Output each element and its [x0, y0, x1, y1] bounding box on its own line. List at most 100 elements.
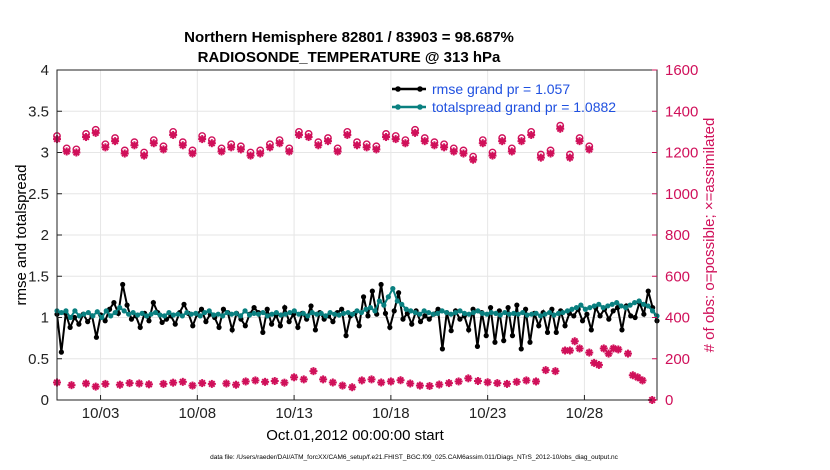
assimilated-obs-point	[348, 383, 357, 392]
spread-point	[555, 310, 562, 316]
legend-spread-marker	[395, 104, 401, 110]
assimilated-obs-point	[512, 377, 521, 386]
assimilated-obs-point-stroke	[488, 152, 496, 160]
assimilated-obs-point-stroke	[600, 344, 608, 352]
assimilated-obs-point	[546, 149, 555, 158]
y-tick-label-left: 3.5	[28, 103, 49, 120]
assimilated-obs-point-stroke	[416, 382, 424, 390]
assimilated-obs-point	[435, 380, 444, 389]
x-tick-label: 10/23	[469, 405, 507, 422]
spread-point	[103, 308, 109, 314]
assimilated-obs-point	[372, 145, 381, 154]
assimilated-obs-point	[406, 379, 415, 388]
spread-point	[502, 309, 508, 316]
assimilated-obs-point-stroke	[188, 382, 196, 390]
spread-point	[332, 311, 338, 317]
assimilated-obs-point	[551, 367, 560, 376]
x-tick-label: 10/03	[82, 405, 120, 422]
spread-point	[161, 313, 168, 319]
assimilated-obs-point	[115, 380, 124, 389]
assimilated-obs-point-stroke	[63, 147, 71, 155]
y-tick-label-left: 4	[41, 62, 49, 79]
rmse-point	[120, 281, 126, 288]
rmse-point	[76, 321, 82, 327]
assimilated-obs-point-stroke	[290, 373, 298, 381]
spread-point	[457, 308, 463, 314]
assimilated-obs-point	[377, 378, 386, 387]
spread-point	[237, 313, 244, 319]
assimilated-obs-point-stroke	[368, 375, 376, 383]
assimilated-obs-point	[256, 149, 265, 158]
rmse-point	[422, 313, 428, 319]
rmse-point	[111, 300, 117, 306]
assimilated-obs-point-stroke	[363, 143, 371, 151]
spread-point	[215, 311, 221, 317]
rmse-point	[128, 316, 135, 322]
assimilated-obs-point-stroke	[566, 346, 574, 355]
spread-point	[108, 313, 114, 319]
rmse-point	[85, 319, 91, 325]
spread-point	[430, 311, 436, 317]
assimilated-obs-point	[353, 141, 361, 150]
spread-point	[573, 305, 580, 311]
spread-point	[363, 306, 369, 312]
spread-point	[412, 309, 418, 316]
assimilated-obs-point	[430, 141, 439, 150]
rmse-point	[339, 306, 345, 312]
spread-point	[242, 308, 248, 314]
assimilated-obs-point-stroke	[242, 377, 250, 385]
spread-point	[188, 311, 194, 317]
assimilated-obs-point-stroke	[126, 379, 134, 387]
rmse-point	[448, 328, 454, 334]
assimilated-obs-point-stroke	[493, 379, 501, 387]
assimilated-obs-point	[294, 130, 303, 139]
assimilated-obs-point	[454, 377, 463, 386]
rmse-point	[260, 329, 266, 335]
assimilated-obs-point	[517, 137, 526, 146]
assimilated-obs-point-stroke	[232, 381, 240, 389]
spread-point	[90, 313, 96, 319]
spread-point	[358, 309, 365, 316]
rmse-point	[146, 318, 152, 324]
assimilated-obs-point	[140, 151, 149, 160]
assimilated-obs-point-stroke	[72, 148, 80, 157]
rmse-point	[474, 343, 481, 349]
spread-point	[470, 309, 477, 316]
spread-point	[640, 301, 647, 307]
spread-point	[484, 311, 490, 317]
y-tick-label-left: 0.5	[28, 351, 49, 368]
assimilated-obs-point	[333, 147, 342, 156]
assimilated-obs-point	[130, 141, 139, 150]
y-tick-label-right: 600	[665, 268, 690, 285]
assimilated-obs-point-stroke	[169, 131, 177, 139]
spread-point	[296, 311, 302, 317]
spread-point	[220, 313, 226, 319]
rmse-point	[282, 305, 288, 311]
grid	[57, 70, 657, 400]
spread-point	[582, 306, 588, 312]
rmse-point	[343, 333, 349, 339]
assimilated-obs-point	[386, 377, 395, 386]
assimilated-obs-point	[469, 155, 478, 164]
assimilated-obs-point	[536, 153, 545, 162]
assimilated-obs-point-stroke	[92, 129, 100, 137]
assimilated-obs-point	[285, 147, 294, 156]
assimilated-obs-point	[382, 133, 391, 142]
assimilated-obs-point-stroke	[319, 375, 327, 383]
assimilated-obs-point-stroke	[251, 376, 259, 384]
spread-point	[336, 312, 342, 318]
assimilated-obs-point	[570, 337, 579, 346]
spread-point	[287, 309, 293, 316]
assimilated-obs-point	[498, 137, 507, 146]
spread-point	[385, 294, 391, 300]
spread-point	[439, 308, 445, 314]
spread-point	[67, 314, 74, 321]
rmse-point	[400, 316, 406, 322]
assimilated-obs-point-stroke	[309, 367, 317, 375]
assimilated-obs-point-stroke	[300, 375, 308, 383]
spread-point	[609, 301, 615, 307]
spread-point	[560, 309, 566, 316]
assimilated-obs-point	[309, 367, 318, 376]
assimilated-obs-point	[599, 344, 608, 353]
rmse-point	[286, 319, 292, 325]
